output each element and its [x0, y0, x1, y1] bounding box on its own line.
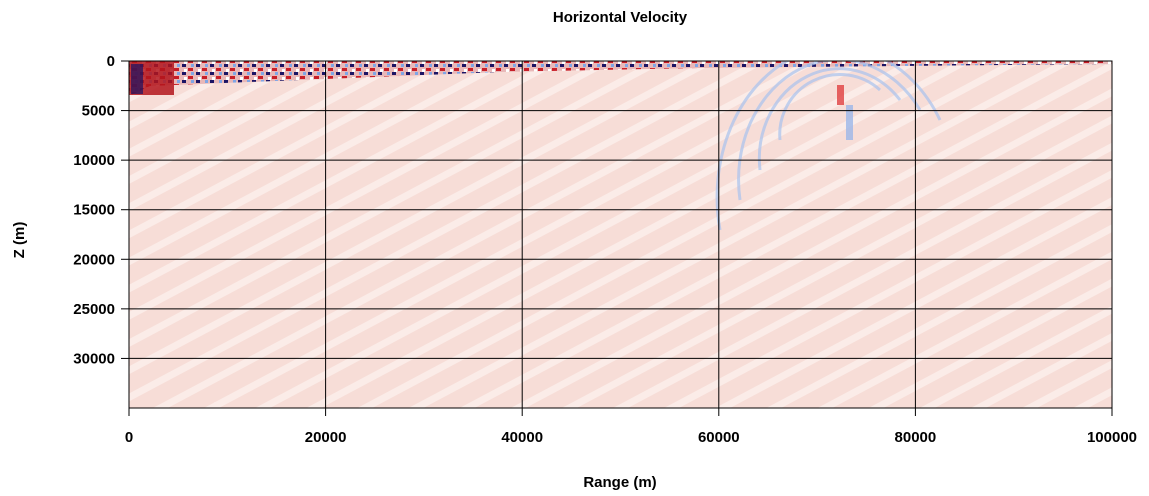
- y-tick-label: 0: [107, 53, 115, 70]
- y-tick-label: 15000: [73, 202, 115, 219]
- chart-title: Horizontal Velocity: [553, 9, 688, 26]
- y-axis-label: Z (m): [11, 222, 28, 259]
- x-tick-label: 40000: [501, 429, 543, 446]
- x-tick-label: 80000: [895, 429, 937, 446]
- y-tick-label: 25000: [73, 301, 115, 318]
- x-axis-label: Range (m): [583, 474, 656, 491]
- x-tick-label: 60000: [698, 429, 740, 446]
- x-tick-label: 0: [125, 429, 133, 446]
- y-tick-label: 30000: [73, 350, 115, 367]
- x-tick-label: 100000: [1087, 429, 1137, 446]
- y-tick-label: 5000: [82, 103, 115, 120]
- x-tick-label: 20000: [305, 429, 347, 446]
- y-tick-label: 20000: [73, 251, 115, 268]
- y-tick-label: 10000: [73, 152, 115, 169]
- field-image: [129, 61, 1112, 408]
